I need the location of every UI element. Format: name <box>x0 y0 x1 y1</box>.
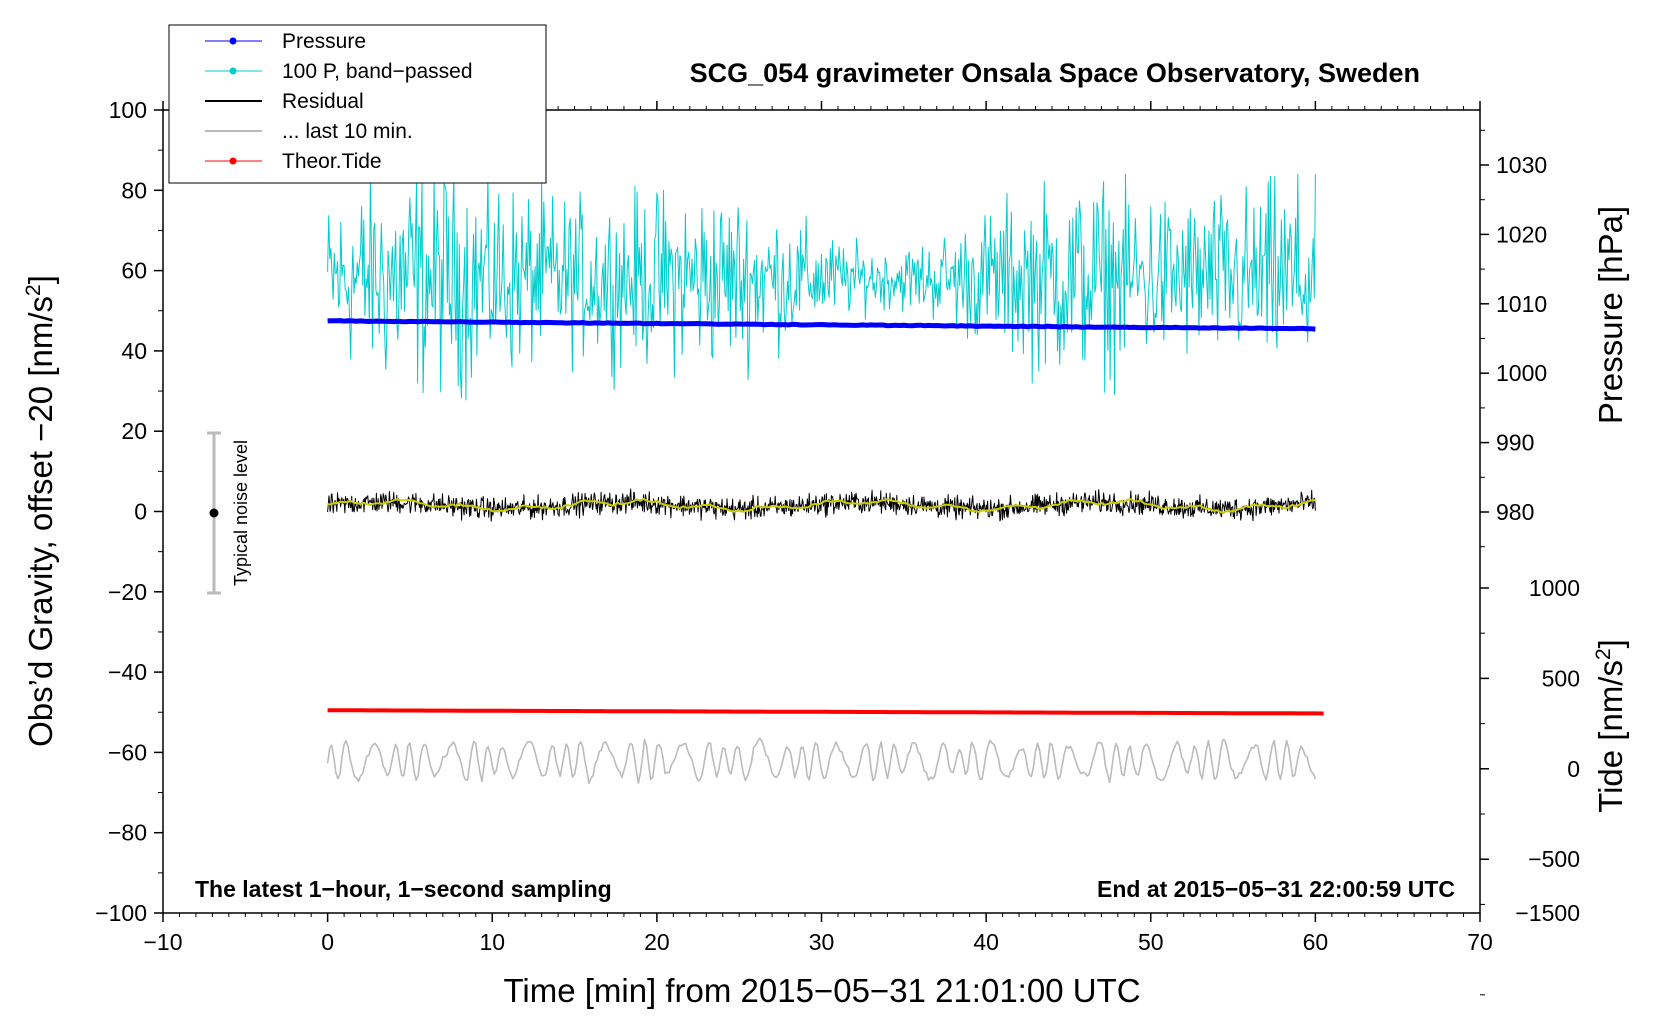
x-tick-label: 10 <box>479 929 505 955</box>
noise-center-dot <box>209 508 219 518</box>
y-tick-label: 80 <box>121 177 147 203</box>
y-tick-label: 100 <box>109 97 147 123</box>
x-tick-label: 70 <box>1467 929 1493 955</box>
series-pressure-line <box>327 318 1316 332</box>
y-tick-label: 20 <box>121 418 147 444</box>
series-residual-smoothed-line <box>327 497 1316 514</box>
pressure-tick-label: 1000 <box>1496 360 1547 386</box>
legend-marker-tide <box>229 157 237 165</box>
legend-label-pressure: Pressure <box>282 30 366 53</box>
legend-label-residual: Residual <box>282 90 364 113</box>
y-tick-label: −80 <box>108 820 147 846</box>
y-tick-label: 0 <box>134 499 147 525</box>
tide-axis-title-end: ] <box>1592 639 1629 648</box>
tide-axis-title-main: Tide [nm/s <box>1592 660 1629 813</box>
series-bandpassed-line <box>327 173 1316 401</box>
y-axis-title: Obs’d Gravity, offset −20 [nm/s2] <box>22 275 59 747</box>
legend-box <box>168 24 547 184</box>
legend-item-residual: Residual <box>205 90 364 113</box>
tide-axis-title-sup: 2 <box>1592 648 1615 660</box>
chart-title: SCG_054 gravimeter Onsala Space Observat… <box>690 58 1420 88</box>
end-time-note: End at 2015−05−31 22:00:59 UTC <box>1097 876 1455 902</box>
pressure-tick-label: 1020 <box>1496 221 1547 247</box>
tide-tick-label: −500 <box>1528 846 1580 872</box>
series-tide-line <box>327 708 1324 716</box>
legend-item-tide: Theor.Tide <box>205 150 382 173</box>
x-axis-title: Time [min] from 2015−05−31 21:01:00 UTC <box>503 972 1140 1009</box>
legend-item-last10: ... last 10 min. <box>205 120 413 143</box>
legend-item-pressure: Pressure <box>205 30 366 53</box>
x-tick-label: 20 <box>644 929 670 955</box>
y-tick-label: 60 <box>121 258 147 284</box>
pressure-axis-title: Pressure [hPa] <box>1592 206 1629 424</box>
pressure-tick-label: 1010 <box>1496 291 1547 317</box>
y-axis-title-main: Obs’d Gravity, offset −20 [nm/s <box>22 296 59 747</box>
series-last10-line <box>326 737 1317 784</box>
tide-tick-label: −1500 <box>1515 900 1580 926</box>
x-tick-label: 60 <box>1303 929 1329 955</box>
x-tick-label: 50 <box>1138 929 1164 955</box>
legend-label-tide: Theor.Tide <box>282 150 382 173</box>
series-layer <box>326 173 1324 784</box>
y-tick-label: −100 <box>95 900 147 926</box>
x-tick-label: 30 <box>809 929 835 955</box>
x-tick-label: 40 <box>973 929 999 955</box>
pressure-tick-label: 980 <box>1496 499 1534 525</box>
y-tick-label: 40 <box>121 338 147 364</box>
legend-marker-pressure <box>229 37 237 45</box>
series-residual-line <box>327 488 1316 522</box>
y-axis-title-end: ] <box>22 275 59 284</box>
tide-axis-title: Tide [nm/s2] <box>1592 639 1629 813</box>
legend-marker-bandpassed <box>229 67 237 75</box>
legend-label-bandpassed: 100 P, band−passed <box>282 60 473 83</box>
pressure-tick-label: 990 <box>1496 430 1534 456</box>
legend: Pressure 100 P, band−passed Residual ...… <box>168 24 547 184</box>
pressure-tick-label: 1030 <box>1496 152 1547 178</box>
noise-indicator: Typical noise level <box>207 431 251 595</box>
noise-label: Typical noise level <box>231 440 251 586</box>
x-tick-label: −10 <box>143 929 182 955</box>
legend-label-last10: ... last 10 min. <box>282 120 413 143</box>
tide-tick-label: 0 <box>1567 756 1580 782</box>
y-axis-title-sup: 2 <box>22 284 45 296</box>
legend-item-bandpassed: 100 P, band−passed <box>205 60 473 83</box>
y-tick-label: −20 <box>108 579 147 605</box>
y-tick-label: −60 <box>108 739 147 765</box>
ticks-layer: −10 0 10 20 30 40 50 60 70−100−80−60−40−20020406… <box>95 97 1580 996</box>
x-tick-label: 0 <box>321 929 334 955</box>
tide-tick-label: 500 <box>1542 665 1580 691</box>
tide-tick-label: 1000 <box>1529 575 1580 601</box>
sampling-note: The latest 1−hour, 1−second sampling <box>195 876 612 902</box>
y-tick-label: −40 <box>108 659 147 685</box>
